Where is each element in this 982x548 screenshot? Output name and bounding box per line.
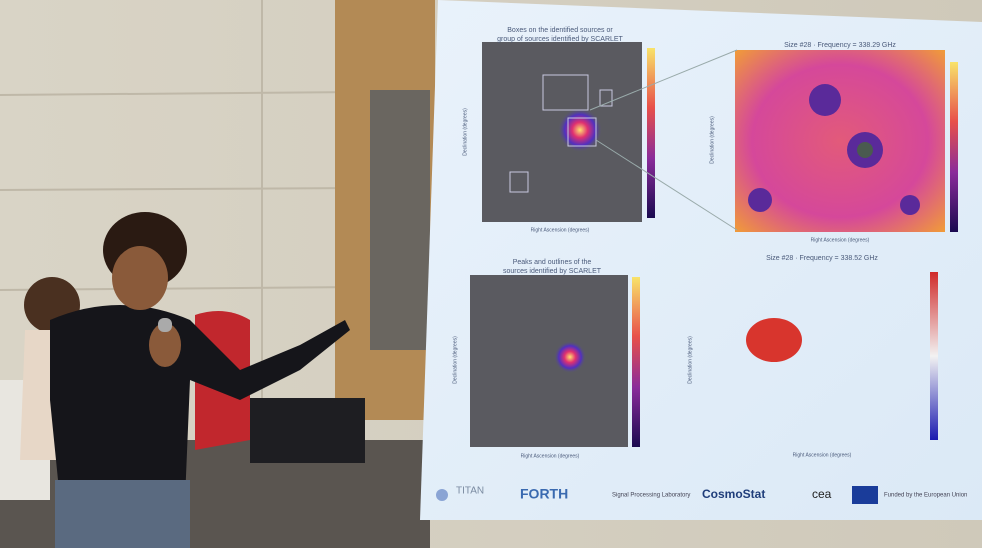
presenter-shirt xyxy=(50,305,350,500)
y-label: Declination (degrees) xyxy=(709,116,715,164)
panel-title: Size #28 · Frequency = 338.52 GHz xyxy=(766,255,878,262)
presenter-face xyxy=(112,246,168,310)
presenter-jeans xyxy=(55,480,190,548)
zoom-line xyxy=(589,49,738,111)
logo: Signal Processing Laboratory xyxy=(612,493,690,499)
source-blob xyxy=(554,341,586,373)
panel-title: Boxes on the identified sources or xyxy=(507,27,613,34)
x-label: Right Ascension (degrees) xyxy=(793,452,852,458)
logo: FORTH xyxy=(520,486,568,502)
logo: Funded by the European Union xyxy=(884,493,967,499)
panel-title: Size #28 · Frequency = 338.29 GHz xyxy=(784,42,896,49)
monitor xyxy=(250,398,365,463)
y-label: Declination (degrees) xyxy=(462,108,468,156)
panel-title: group of sources identified by SCARLET xyxy=(497,36,623,43)
shelf-glass xyxy=(370,90,430,350)
panel-title: Peaks and outlines of the xyxy=(513,259,592,266)
colorbar xyxy=(950,62,958,232)
panel-title: sources identified by SCARLET xyxy=(503,268,602,275)
center-spot xyxy=(857,142,873,158)
microphone xyxy=(158,318,172,332)
x-label: Right Ascension (degrees) xyxy=(531,227,590,233)
source-blob xyxy=(558,108,602,152)
colorbar xyxy=(632,277,640,447)
logo: CosmoStat xyxy=(702,487,765,501)
x-label: Right Ascension (degrees) xyxy=(521,453,580,459)
x-label: Right Ascension (degrees) xyxy=(811,237,870,243)
logo: cea xyxy=(812,487,832,501)
y-label: Declination (degrees) xyxy=(452,336,458,384)
plot-image xyxy=(470,275,628,447)
colorbar xyxy=(647,48,655,218)
logo: TITAN xyxy=(456,486,484,497)
presenter-hand xyxy=(149,323,181,367)
logo-icon xyxy=(436,489,448,501)
boxes xyxy=(509,74,613,193)
zoom-line xyxy=(595,139,738,231)
red-blob xyxy=(746,318,802,362)
slide-texts: Boxes on the identified sources or group… xyxy=(452,27,896,459)
colorbar xyxy=(930,272,938,440)
y-label: Declination (degrees) xyxy=(687,336,693,384)
eu-flag xyxy=(852,486,878,504)
logos: TITAN FORTH Signal Processing Laboratory… xyxy=(436,486,967,504)
